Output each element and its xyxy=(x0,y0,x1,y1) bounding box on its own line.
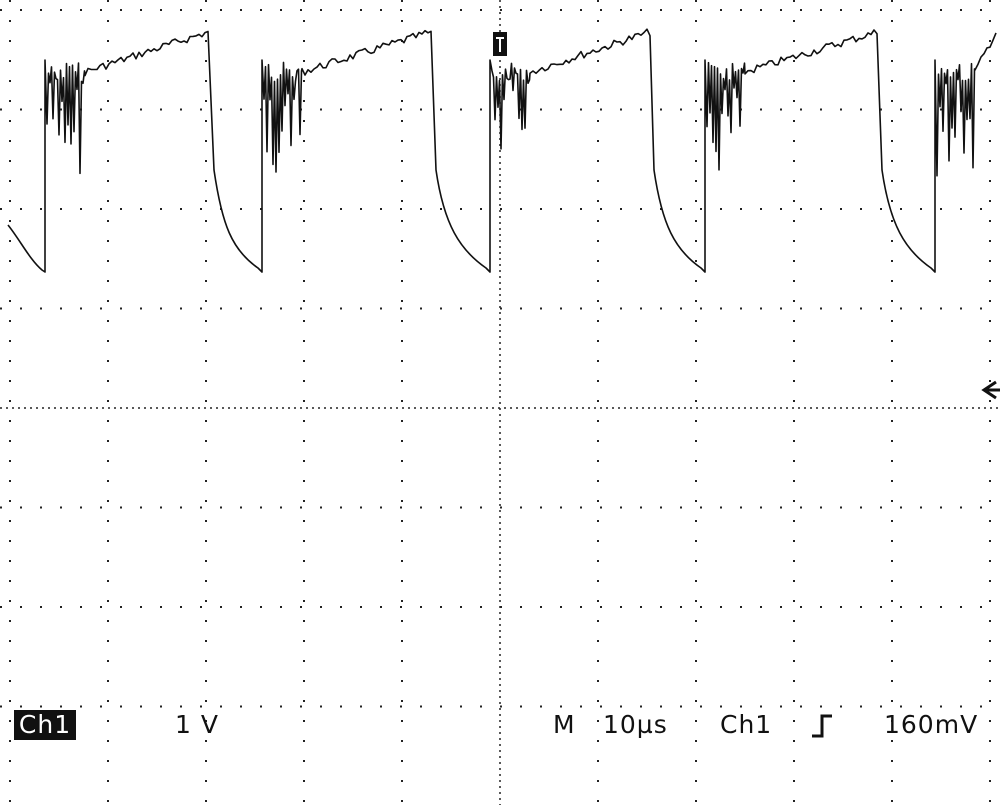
mode-label: M xyxy=(553,710,576,739)
channel-label: Ch1 xyxy=(19,710,71,739)
oscilloscope-screen: Ch1 1 V M 10µs Ch1 160mV xyxy=(0,0,1000,805)
trigger-level: 160mV xyxy=(884,710,978,739)
trigger-source: Ch1 xyxy=(720,710,772,739)
timebase: 10µs xyxy=(603,710,668,739)
trigger-position-marker xyxy=(493,32,507,56)
vertical-scale: 1 V xyxy=(175,710,219,739)
